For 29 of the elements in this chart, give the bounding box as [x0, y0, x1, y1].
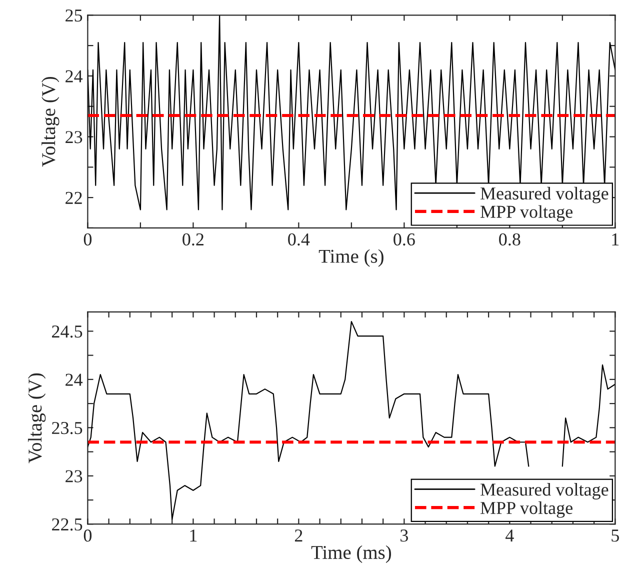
- x-tick-label: 0.6: [394, 233, 415, 246]
- y-tick-label: 24: [66, 70, 83, 82]
- y-tick-label: 24.5: [52, 326, 82, 338]
- y-tick-label: 22.5: [52, 518, 82, 531]
- y-axis-title: Voltage (V): [28, 373, 46, 464]
- y-tick-label: 22: [66, 192, 82, 204]
- x-tick-label: 5: [612, 530, 619, 542]
- legend-label: Measured voltage: [480, 186, 608, 204]
- y-tick-label: 23.5: [52, 422, 82, 434]
- y-tick-label: 24: [66, 374, 83, 386]
- x-tick-label: 2: [294, 530, 302, 542]
- legend-label: Measured voltage: [480, 483, 608, 500]
- y-tick-label: 23: [66, 470, 82, 482]
- x-tick-label: 3: [400, 530, 408, 542]
- x-axis-title: Time (s): [318, 249, 384, 267]
- x-tick-label: 0.4: [288, 233, 310, 246]
- x-tick-label: 0: [84, 530, 92, 542]
- legend-label: MPP voltage: [480, 501, 572, 518]
- legend-label: MPP voltage: [480, 205, 572, 222]
- y-tick-label: 25: [66, 9, 82, 22]
- x-tick-label: 0: [84, 233, 92, 246]
- y-tick-label: 23: [66, 131, 82, 144]
- x-tick-label: 0.2: [182, 233, 204, 246]
- x-tick-label: 1: [612, 233, 619, 246]
- x-axis-title: Time (ms): [311, 545, 392, 563]
- x-tick-label: 0.8: [499, 233, 520, 246]
- x-tick-label: 1: [190, 530, 197, 542]
- y-axis-title: Voltage (V): [42, 76, 60, 167]
- x-tick-label: 4: [506, 530, 514, 542]
